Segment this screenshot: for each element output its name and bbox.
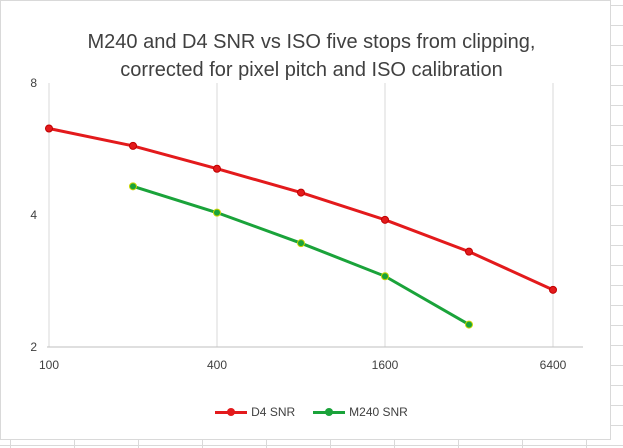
chart-title-line-1: M240 and D4 SNR vs ISO five stops from c… <box>87 31 536 53</box>
series-line-m240 <box>132 184 470 326</box>
legend-item-m240: M240 SNR <box>313 405 408 419</box>
data-point <box>213 164 221 173</box>
chart-title-line-2: corrected for pixel pitch and ISO calibr… <box>120 59 503 81</box>
data-point <box>465 320 473 329</box>
legend: D4 SNR M240 SNR <box>0 405 623 419</box>
chart-title: M240 and D4 SNR vs ISO five stops from c… <box>0 28 623 84</box>
legend-item-d4: D4 SNR <box>215 405 295 419</box>
data-point <box>297 239 305 248</box>
chart-area[interactable] <box>0 0 611 440</box>
x-tick-label: 1600 <box>372 358 399 372</box>
legend-label-d4: D4 SNR <box>251 405 296 419</box>
data-point <box>45 124 53 133</box>
y-tick-label: 8 <box>30 76 37 90</box>
data-point <box>129 141 137 150</box>
data-point <box>465 247 473 256</box>
data-point <box>297 188 305 197</box>
legend-swatch-m240 <box>313 406 346 418</box>
x-tick-label: 400 <box>207 358 227 372</box>
data-point <box>549 285 557 294</box>
data-point <box>381 215 389 224</box>
series-line-d4 <box>48 127 554 292</box>
x-tick-label: 100 <box>39 358 59 372</box>
data-point <box>129 182 137 191</box>
x-tick-label: 6400 <box>540 358 567 372</box>
legend-label-m240: M240 SNR <box>349 405 408 419</box>
y-tick-label: 2 <box>30 340 37 354</box>
y-tick-label: 4 <box>30 208 37 222</box>
data-point <box>213 208 221 217</box>
legend-swatch-d4 <box>215 406 248 418</box>
data-point <box>381 272 389 281</box>
